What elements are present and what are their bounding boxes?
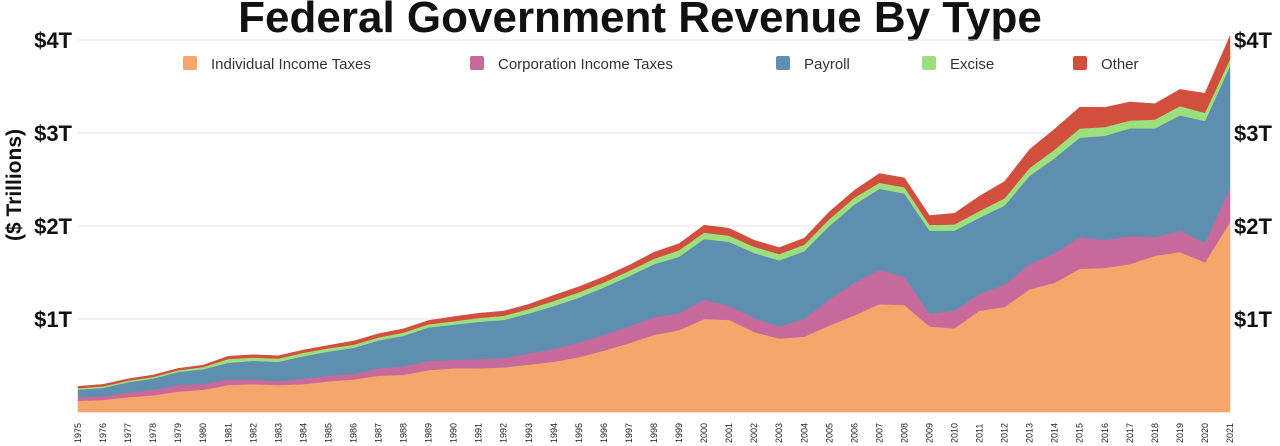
y-axis-label: ($ Trillions) (3, 129, 26, 241)
x-tick-2015: 2015 (1075, 423, 1085, 443)
y-tick-right-4: $4T (1234, 28, 1272, 53)
x-tick-1986: 1986 (348, 423, 358, 443)
x-tick-2001: 2001 (724, 423, 734, 443)
x-tick-1989: 1989 (424, 423, 434, 443)
x-tick-2018: 2018 (1150, 423, 1160, 443)
x-tick-2014: 2014 (1050, 423, 1060, 443)
x-tick-2009: 2009 (924, 423, 934, 443)
x-tick-2000: 2000 (699, 423, 709, 443)
x-tick-1998: 1998 (649, 423, 659, 443)
x-tick-1977: 1977 (123, 423, 133, 443)
x-tick-2008: 2008 (899, 423, 909, 443)
legend-label-corporation-income-taxes: Corporation Income Taxes (498, 56, 673, 73)
y-tick-right-2: $2T (1234, 214, 1272, 239)
legend-swatch-individual-income-taxes (183, 56, 197, 70)
x-tick-2020: 2020 (1200, 423, 1210, 443)
x-tick-1981: 1981 (223, 423, 233, 443)
x-tick-1992: 1992 (499, 423, 509, 443)
x-tick-2006: 2006 (849, 423, 859, 443)
legend-swatch-payroll (776, 56, 790, 70)
x-tick-2010: 2010 (950, 423, 960, 443)
x-tick-2003: 2003 (774, 423, 784, 443)
x-tick-2016: 2016 (1100, 423, 1110, 443)
x-tick-1988: 1988 (399, 423, 409, 443)
x-tick-2021: 2021 (1225, 423, 1235, 443)
plot-area (77, 35, 1231, 413)
legend-label-individual-income-taxes: Individual Income Taxes (211, 56, 371, 73)
x-tick-2007: 2007 (874, 423, 884, 443)
x-tick-1997: 1997 (624, 423, 634, 443)
x-tick-1975: 1975 (73, 423, 83, 443)
y-tick-left-2: $2T (34, 214, 72, 239)
x-tick-1996: 1996 (599, 423, 609, 443)
y-tick-right-1: $1T (1234, 307, 1272, 332)
legend-label-other: Other (1101, 56, 1139, 73)
x-tick-2002: 2002 (749, 423, 759, 443)
legend-swatch-other (1073, 56, 1087, 70)
y-tick-left-4: $4T (34, 28, 72, 53)
y-tick-left-3: $3T (34, 121, 72, 146)
area-other (77, 35, 1231, 389)
x-tick-2005: 2005 (824, 423, 834, 443)
x-tick-1994: 1994 (549, 423, 559, 443)
x-tick-1993: 1993 (524, 423, 534, 443)
x-tick-2011: 2011 (975, 424, 985, 443)
y-tick-left-1: $1T (34, 307, 72, 332)
x-tick-1985: 1985 (323, 423, 333, 443)
x-tick-2017: 2017 (1125, 423, 1135, 443)
x-tick-2004: 2004 (799, 423, 809, 443)
x-tick-1978: 1978 (148, 423, 158, 443)
y-axis-right: $1T $2T $3T $4T (1234, 28, 1272, 332)
legend: Individual Income Taxes Corporation Incom… (183, 56, 1139, 73)
chart-title: Federal Government Revenue By Type (238, 0, 1042, 42)
y-axis-left: $1T $2T $3T $4T (34, 28, 72, 332)
x-tick-1976: 1976 (98, 423, 108, 443)
legend-label-payroll: Payroll (804, 56, 850, 73)
x-tick-1990: 1990 (449, 423, 459, 443)
legend-swatch-corporation-income-taxes (470, 56, 484, 70)
x-tick-1999: 1999 (674, 423, 684, 443)
x-tick-1983: 1983 (273, 423, 283, 443)
x-tick-1987: 1987 (374, 423, 384, 443)
x-tick-1991: 1991 (474, 423, 484, 443)
x-tick-1984: 1984 (298, 423, 308, 443)
x-tick-1979: 1979 (173, 423, 183, 443)
x-tick-1982: 1982 (248, 423, 258, 443)
x-tick-2012: 2012 (1000, 423, 1010, 443)
x-tick-2013: 2013 (1025, 423, 1035, 443)
y-tick-right-3: $3T (1234, 121, 1272, 146)
x-tick-2019: 2019 (1175, 423, 1185, 443)
x-axis: 1975 1976 1977 1978 1979 1980 1981 1982 1983 1984… (73, 423, 1235, 443)
legend-swatch-excise (922, 56, 936, 70)
legend-label-excise: Excise (950, 56, 994, 73)
x-tick-1980: 1980 (198, 423, 208, 443)
x-tick-1995: 1995 (574, 423, 584, 443)
